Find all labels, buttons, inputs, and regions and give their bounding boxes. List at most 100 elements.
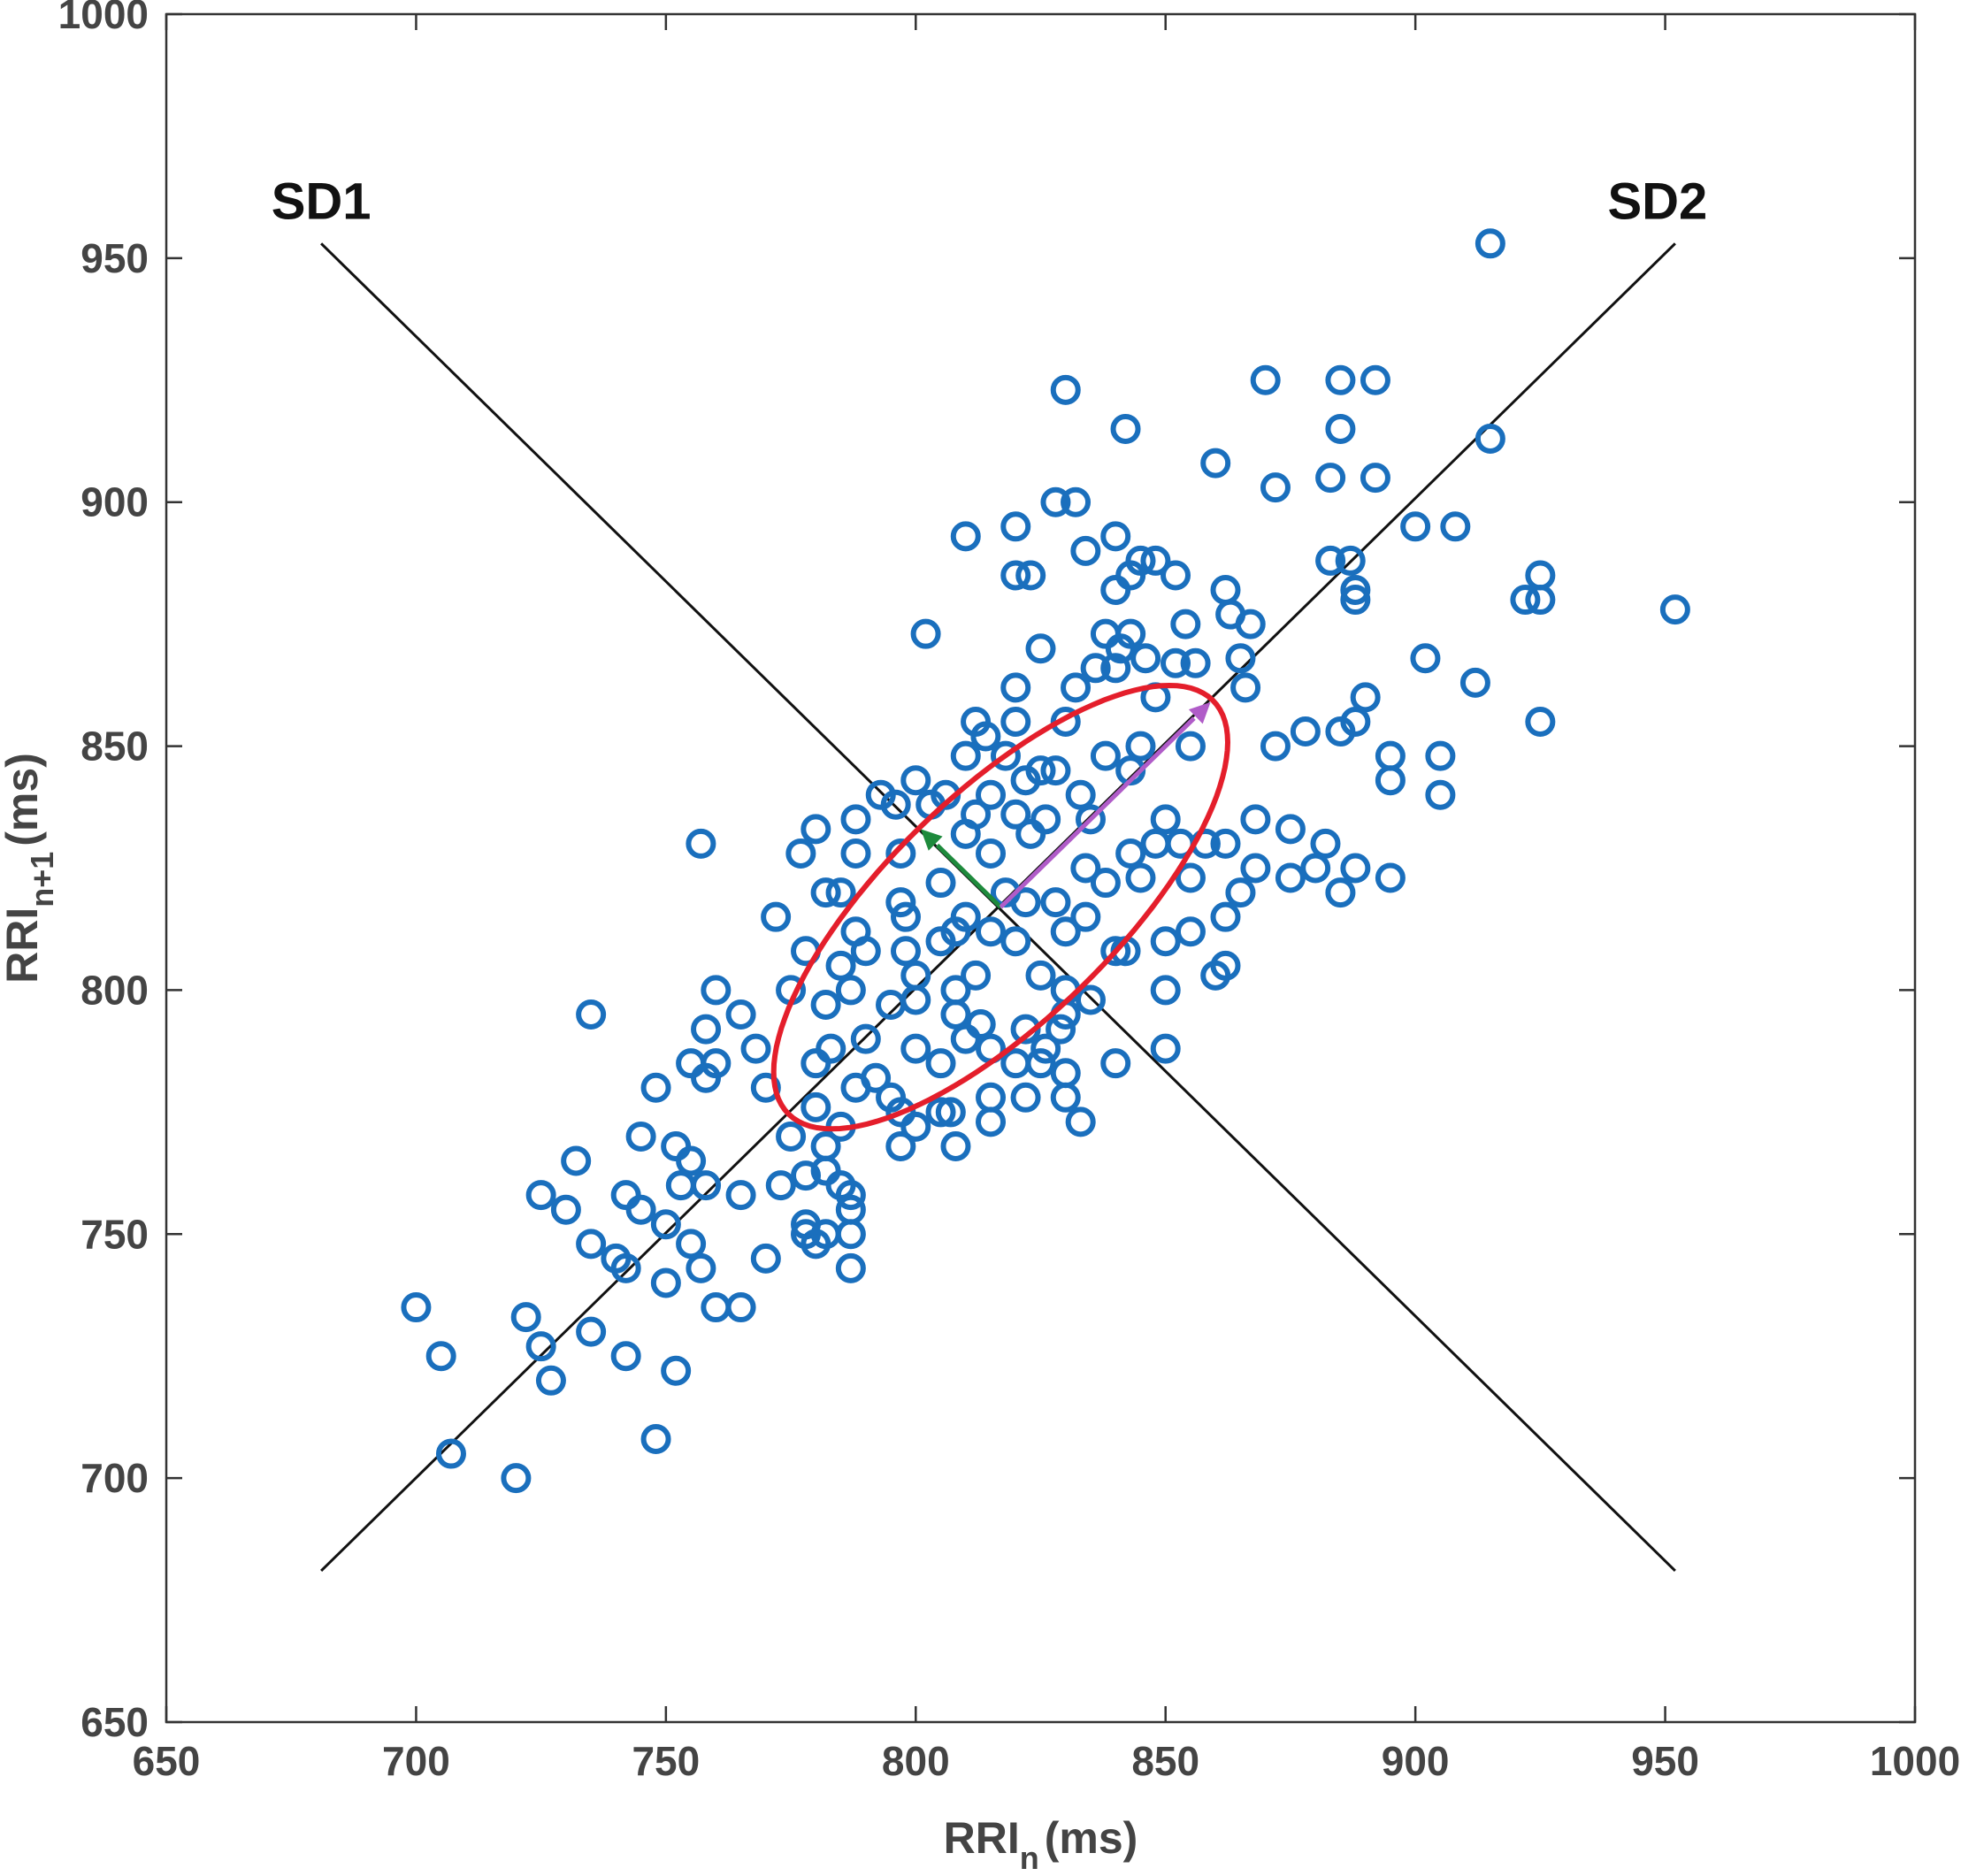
data-point bbox=[1000, 926, 1031, 957]
data-point bbox=[900, 1111, 931, 1142]
data-point bbox=[576, 999, 607, 1030]
data-point bbox=[1130, 643, 1161, 674]
y-tick-label: 750 bbox=[80, 1211, 149, 1257]
data-point bbox=[976, 838, 1007, 869]
data-point bbox=[950, 818, 981, 849]
x-tick-label: 900 bbox=[1382, 1738, 1450, 1784]
data-point bbox=[1161, 560, 1191, 591]
data-point bbox=[1065, 779, 1096, 810]
x-tick-label: 1000 bbox=[1870, 1738, 1960, 1784]
data-point bbox=[840, 838, 871, 869]
data-point bbox=[835, 1219, 866, 1250]
data-point bbox=[1070, 535, 1101, 566]
data-point bbox=[900, 984, 931, 1015]
y-tick-label: 700 bbox=[80, 1455, 149, 1501]
data-point bbox=[1240, 804, 1271, 835]
data-point bbox=[1150, 1033, 1181, 1064]
data-point bbox=[800, 1091, 831, 1122]
data-point bbox=[765, 1170, 796, 1201]
x-tick-label: 800 bbox=[882, 1738, 950, 1784]
y-axis-title: RRIn+1(ms) bbox=[0, 753, 60, 984]
data-point bbox=[1061, 486, 1092, 517]
data-point bbox=[1161, 647, 1191, 678]
x-tick-label: 750 bbox=[632, 1738, 700, 1784]
data-point bbox=[1000, 1048, 1031, 1079]
data-point bbox=[1425, 779, 1456, 810]
data-point bbox=[925, 1097, 956, 1128]
data-point bbox=[1310, 828, 1341, 859]
data-point bbox=[976, 779, 1007, 810]
data-point bbox=[1525, 560, 1556, 591]
data-point bbox=[676, 1229, 707, 1260]
data-point bbox=[1260, 731, 1291, 762]
data-point bbox=[1040, 755, 1071, 786]
x-tick-label: 850 bbox=[1131, 1738, 1199, 1784]
data-point bbox=[1010, 887, 1041, 918]
data-point bbox=[1061, 672, 1092, 703]
data-point bbox=[1459, 667, 1490, 698]
text-labels: RRIn (ms) RRIn+1(ms) SD1 SD2 bbox=[0, 172, 1707, 1876]
data-point bbox=[950, 740, 981, 771]
data-point bbox=[1125, 731, 1156, 762]
data-point bbox=[835, 1180, 866, 1211]
data-point bbox=[1015, 818, 1046, 849]
data-point bbox=[1000, 672, 1031, 703]
data-point bbox=[1235, 609, 1266, 639]
data-point bbox=[1325, 413, 1356, 444]
sd2-arrow-shaft bbox=[999, 716, 1196, 909]
data-point bbox=[925, 1048, 956, 1079]
data-point bbox=[676, 1145, 707, 1176]
data-point bbox=[810, 877, 841, 908]
data-point bbox=[950, 521, 981, 552]
data-point bbox=[1240, 853, 1271, 884]
data-point bbox=[1030, 1033, 1061, 1064]
data-point bbox=[676, 1048, 707, 1079]
data-point bbox=[1070, 853, 1101, 884]
data-point bbox=[1350, 682, 1381, 713]
data-point bbox=[876, 989, 907, 1020]
data-point bbox=[625, 1121, 656, 1152]
data-point bbox=[880, 789, 911, 820]
data-point bbox=[625, 1194, 656, 1225]
data-point bbox=[1175, 862, 1206, 893]
data-point bbox=[1000, 560, 1031, 591]
data-point bbox=[525, 1331, 556, 1362]
data-point bbox=[1040, 486, 1071, 517]
data-point bbox=[1090, 868, 1121, 899]
data-point bbox=[825, 877, 856, 908]
data-point bbox=[1260, 472, 1291, 503]
data-point bbox=[661, 1355, 692, 1386]
data-point bbox=[725, 1292, 756, 1323]
data-point bbox=[885, 887, 916, 918]
data-point bbox=[1325, 877, 1356, 908]
data-point bbox=[550, 1194, 581, 1225]
axes: 650 700 750 800 850 900 950 1000 650 700 750 800 850… bbox=[58, 0, 1961, 1784]
plot-frame bbox=[165, 12, 1917, 1724]
data-point bbox=[1180, 647, 1211, 678]
data-point bbox=[1100, 653, 1131, 684]
data-point bbox=[691, 1170, 722, 1201]
ellipse-and-arrows bbox=[770, 682, 1231, 1132]
data-point bbox=[1090, 618, 1121, 649]
data-point bbox=[1200, 448, 1231, 479]
data-point bbox=[1290, 716, 1321, 747]
data-point bbox=[740, 1033, 771, 1064]
data-point bbox=[900, 960, 931, 991]
data-point bbox=[1046, 1014, 1076, 1045]
data-point bbox=[1225, 877, 1256, 908]
data-point bbox=[1375, 862, 1406, 893]
data-point bbox=[940, 1130, 971, 1161]
data-point bbox=[840, 804, 871, 835]
data-point bbox=[525, 1180, 556, 1211]
data-point bbox=[401, 1292, 432, 1323]
data-point bbox=[1340, 853, 1371, 884]
data-point bbox=[1050, 706, 1081, 737]
data-point bbox=[1410, 643, 1441, 674]
data-point bbox=[1360, 463, 1390, 494]
data-point bbox=[1659, 594, 1690, 625]
data-point bbox=[1150, 975, 1181, 1006]
data-point bbox=[1315, 463, 1346, 494]
data-point bbox=[501, 1463, 532, 1494]
data-point bbox=[850, 936, 881, 967]
